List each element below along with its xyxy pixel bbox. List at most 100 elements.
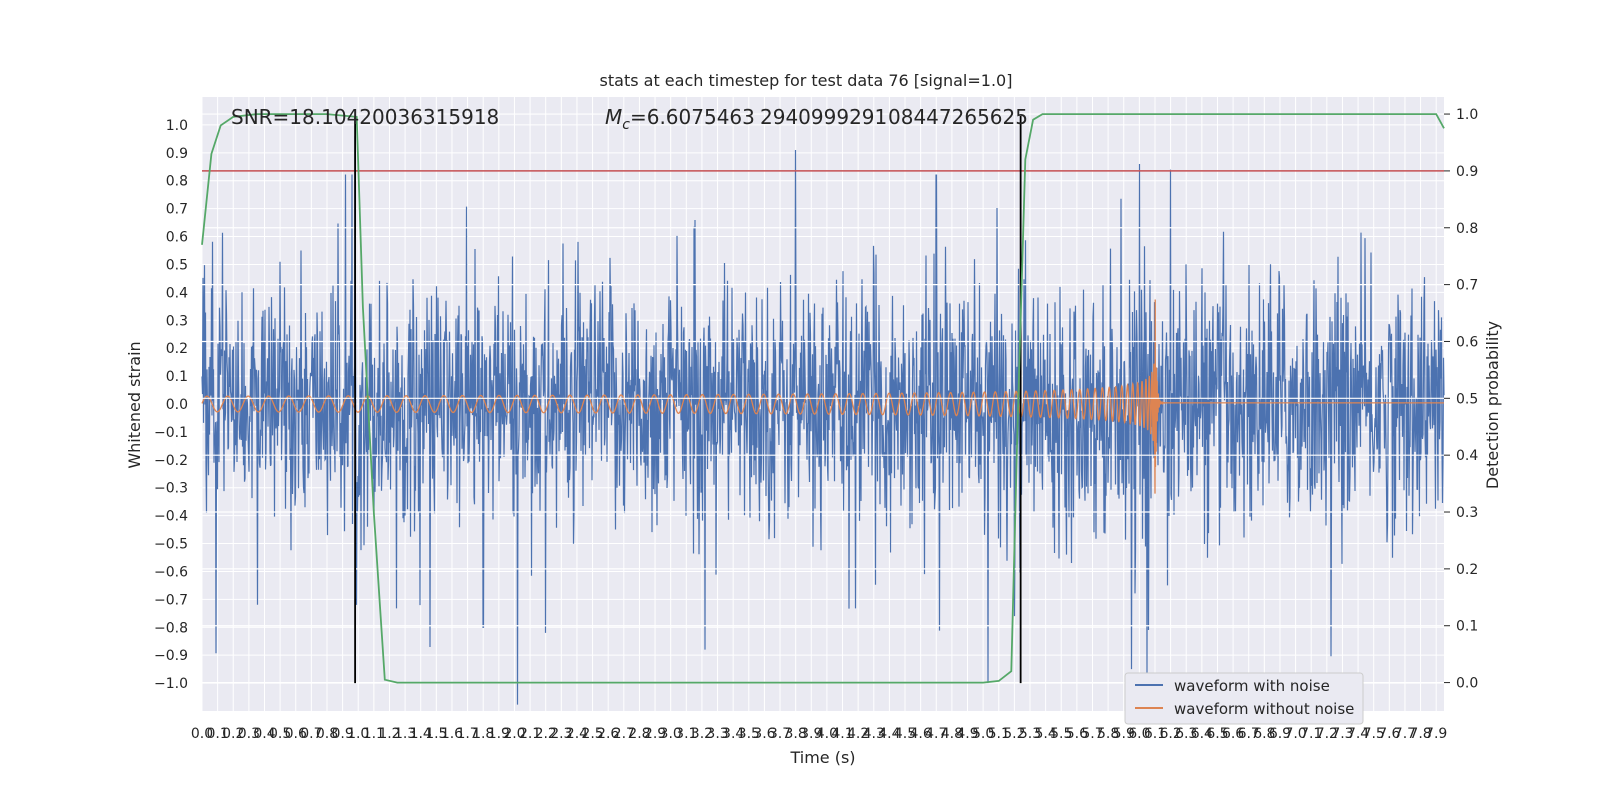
y-tick-label: 0.9 <box>166 146 188 162</box>
x-tick-label: 3.6 <box>753 726 775 742</box>
x-tick-label: 5.5 <box>1050 726 1072 742</box>
y-tick-label: 0.2 <box>166 341 188 357</box>
x-tick-label: 7.6 <box>1378 726 1400 742</box>
x-tick-label: 5.9 <box>1113 726 1135 742</box>
series-waveform-without-noise <box>201 299 1444 494</box>
x-tick-label: 2.6 <box>597 726 619 742</box>
x-tick-label: 0.0 <box>191 726 213 742</box>
x-tick-label: 5.3 <box>1019 726 1041 742</box>
x-tick-label: 1.8 <box>472 726 494 742</box>
y2-tick-label: 0.4 <box>1456 448 1478 464</box>
x-tick-label: 2.0 <box>503 726 525 742</box>
x-tick-label: 2.1 <box>519 726 541 742</box>
y-tick-labels: 1.0 0.9 0.8 0.7 0.6 0.5 0.4 0.3 0.2 0.1 0.0 −0.1 −0.… <box>154 118 188 692</box>
x-tick-label: 6.9 <box>1269 726 1291 742</box>
chart-title: stats at each timestep for test data 76 … <box>600 71 1013 90</box>
x-tick-label: 5.0 <box>972 726 994 742</box>
x-tick-label: 1.3 <box>394 726 416 742</box>
y-tick-label: −0.2 <box>154 453 188 469</box>
legend: waveform with noise waveform without noi… <box>1124 672 1364 725</box>
x-tick-label: 0.1 <box>206 726 228 742</box>
x-tick-label: 1.4 <box>410 726 432 742</box>
x-tick-label: 0.8 <box>316 726 338 742</box>
x-tick-label: 4.2 <box>847 726 869 742</box>
x-tick-label: 0.9 <box>331 726 353 742</box>
mc-symbol: M <box>605 105 622 129</box>
x-tick-label: 7.9 <box>1425 726 1447 742</box>
clean-trace <box>201 299 1444 494</box>
x-tick-label: 0.2 <box>222 726 244 742</box>
x-tick-label: 4.0 <box>816 726 838 742</box>
x-tick-label: 5.1 <box>988 726 1010 742</box>
x-tick-label: 6.2 <box>1159 726 1181 742</box>
x-tick-label: 7.7 <box>1394 726 1416 742</box>
y2-tick-labels: 1.0 0.9 0.8 0.7 0.6 0.5 0.4 0.3 0.2 0.1 0.0 <box>1444 107 1478 692</box>
y-tick-label: 0.7 <box>166 202 188 218</box>
x-tick-label: 4.7 <box>925 726 947 742</box>
y-tick-label: −0.5 <box>154 537 188 553</box>
x-tick-label: 0.6 <box>285 726 307 742</box>
legend-label-clean: waveform without noise <box>1174 700 1354 718</box>
x-tick-label: 0.4 <box>253 726 275 742</box>
x-tick-label: 1.2 <box>378 726 400 742</box>
y-tick-label: −0.8 <box>154 620 188 636</box>
y2-tick-label: 0.5 <box>1456 391 1478 407</box>
probability-trace <box>201 113 1445 684</box>
x-tick-label: 3.1 <box>675 726 697 742</box>
x-tick-label: 6.4 <box>1191 726 1213 742</box>
y-tick-label: 1.0 <box>166 118 188 134</box>
x-tick-label: 1.9 <box>488 726 510 742</box>
event-markers <box>354 116 1022 684</box>
x-tick-label: 2.7 <box>613 726 635 742</box>
x-tick-label: 6.3 <box>1175 726 1197 742</box>
x-tick-label: 5.2 <box>1003 726 1025 742</box>
mc-value-c: 08447265625 <box>888 105 1028 129</box>
y-tick-label: −0.9 <box>154 648 188 664</box>
x-tick-label: 5.8 <box>1097 726 1119 742</box>
y-tick-label: −0.3 <box>154 481 188 497</box>
x-tick-label: 3.8 <box>785 726 807 742</box>
legend-label-noise: waveform with noise <box>1174 677 1330 695</box>
x-tick-label: 0.3 <box>238 726 260 742</box>
y2-tick-label: 0.9 <box>1456 164 1478 180</box>
x-tick-label: 3.0 <box>660 726 682 742</box>
y2-tick-label: 0.0 <box>1456 676 1478 692</box>
x-tick-label: 7.1 <box>1300 726 1322 742</box>
x-tick-label: 4.4 <box>878 726 900 742</box>
legend-box <box>1124 672 1364 725</box>
x-tick-label: 6.5 <box>1206 726 1228 742</box>
x-tick-label: 4.1 <box>831 726 853 742</box>
x-tick-label: 7.4 <box>1347 726 1369 742</box>
y2-grid <box>202 113 1444 684</box>
x-tick-label: 6.7 <box>1238 726 1260 742</box>
x-tick-label: 7.8 <box>1409 726 1431 742</box>
y-tick-label: −0.7 <box>154 592 188 608</box>
x-tick-label: 6.1 <box>1144 726 1166 742</box>
x-tick-label: 4.5 <box>894 726 916 742</box>
y2-tick-label: 0.8 <box>1456 221 1478 237</box>
mc-value-b: 2940999291 <box>760 105 887 129</box>
x-tick-label: 0.5 <box>269 726 291 742</box>
x-tick-label: 7.2 <box>1316 726 1338 742</box>
snr-annotation: SNR=18.10420036315918 <box>231 105 499 129</box>
y-tick-label: 0.1 <box>166 369 188 385</box>
y-tick-label: 0.8 <box>166 174 188 190</box>
y-tick-label: −0.1 <box>154 425 188 441</box>
mc-subscript: c <box>622 117 630 133</box>
x-tick-label: 3.3 <box>706 726 728 742</box>
y2-tick-label: 0.3 <box>1456 505 1478 521</box>
x-tick-label: 6.8 <box>1253 726 1275 742</box>
x-tick-label: 2.9 <box>644 726 666 742</box>
x-tick-label: 3.2 <box>691 726 713 742</box>
x-tick-label: 1.1 <box>363 726 385 742</box>
y-tick-label: 0.3 <box>166 313 188 329</box>
y-tick-label: −0.6 <box>154 564 188 580</box>
y-tick-label: 0.5 <box>166 257 188 273</box>
x-tick-label: 2.4 <box>566 726 588 742</box>
x-tick-label: 2.3 <box>550 726 572 742</box>
y2-tick-label: 0.2 <box>1456 562 1478 578</box>
x-tick-label: 6.0 <box>1128 726 1150 742</box>
x-tick-label: 5.4 <box>1034 726 1056 742</box>
x-tick-label: 3.4 <box>722 726 744 742</box>
y-tick-label: 0.4 <box>166 285 188 301</box>
